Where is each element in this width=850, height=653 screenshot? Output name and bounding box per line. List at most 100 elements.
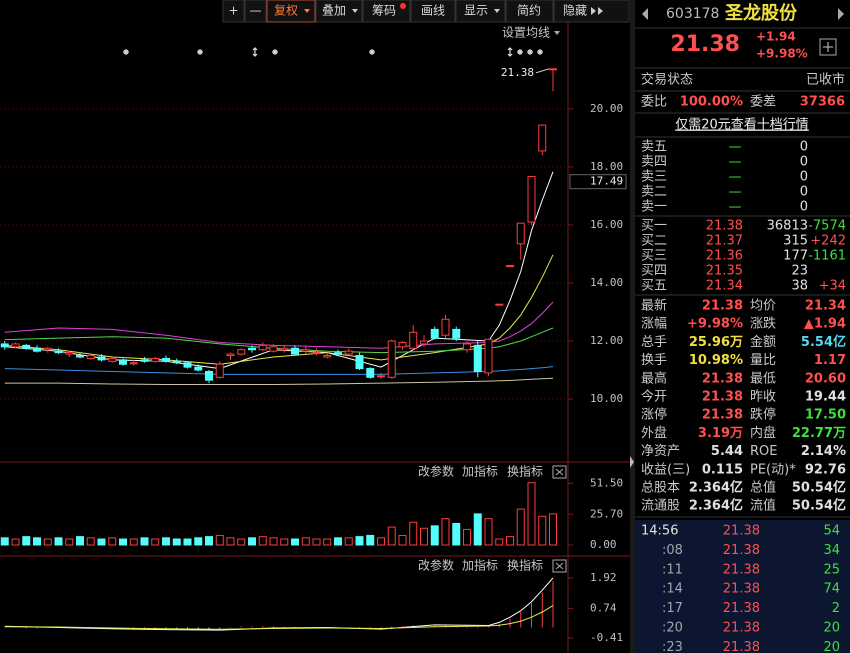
bid-volume: 23 [791, 264, 808, 279]
candle-body [334, 352, 342, 355]
event-marker[interactable] [123, 49, 129, 55]
volume-bar [430, 525, 439, 546]
event-marker[interactable] [369, 49, 375, 55]
stat-label: 净资产 [641, 444, 680, 459]
candle-body [129, 362, 138, 365]
moving-average-line [4, 254, 554, 365]
panel-button[interactable]: 改参数 [418, 464, 454, 479]
stock-code: 603178 [666, 6, 719, 22]
toolbar-button[interactable] [410, 0, 456, 23]
ask-label: 卖五 [641, 140, 667, 155]
toolbar-button[interactable] [266, 0, 316, 23]
stat-label: 总手 [641, 335, 667, 350]
button-label: 筹码 [372, 4, 396, 18]
volume-bar [452, 522, 461, 546]
volume-bar [516, 508, 525, 546]
event-marker[interactable] [537, 49, 543, 55]
stat-value: 20.60 [805, 371, 846, 386]
ma-setting[interactable]: 设置均线 [502, 26, 550, 40]
event-marker[interactable] [252, 47, 258, 57]
dropdown-icon [304, 9, 310, 13]
volume-bar [291, 538, 299, 546]
stat-value: 21.38 [702, 408, 743, 423]
candle-body [527, 175, 536, 223]
candle-body [516, 222, 525, 245]
panel-button[interactable]: 换指标 [507, 464, 543, 479]
panel-button[interactable]: 加指标 [462, 558, 498, 573]
splitter[interactable] [630, 0, 635, 653]
add-watchlist[interactable] [819, 38, 837, 56]
panel-button[interactable]: 加指标 [462, 464, 498, 479]
y-tick-label: 1.92 [590, 571, 617, 584]
volume-bar [269, 537, 278, 546]
button-label: 显示 [464, 4, 488, 18]
panel-button[interactable]: 换指标 [507, 558, 543, 573]
volume-bar [527, 482, 536, 546]
button-label: + [228, 4, 238, 18]
stat-label: 流值 [750, 498, 776, 514]
candle-body [387, 340, 396, 378]
price-change-pct: +9.98% [756, 47, 808, 61]
candle-body [506, 265, 514, 268]
candle-body [248, 347, 256, 351]
quote-panel: 603178 圣龙股份 21.38 +1.94 +9.98% 交易状态 已收市 … [635, 2, 850, 653]
stat-value: ▲1.94 [804, 317, 846, 332]
candle-body [86, 355, 95, 359]
tick-list-background [635, 520, 850, 653]
toolbar-button[interactable] [455, 0, 506, 23]
candle-body [323, 355, 332, 358]
event-marker[interactable] [517, 49, 523, 55]
volume-bar [86, 537, 95, 546]
volume-bar [334, 537, 342, 546]
moving-average-line [4, 377, 554, 385]
volume-bar [538, 515, 547, 546]
stat-value: 0.115 [702, 462, 743, 477]
event-marker[interactable] [507, 47, 513, 57]
dropdown-icon [494, 9, 500, 13]
candle-body [377, 375, 385, 378]
stat-label: 量比 [750, 353, 776, 368]
last-price: 21.38 [670, 32, 740, 57]
stat-label: PE(动)* [750, 462, 796, 477]
event-marker[interactable] [527, 49, 533, 55]
tick-volume: 2 [832, 601, 840, 616]
y-tick-label: -0.41 [590, 631, 623, 644]
volume-bar [301, 537, 310, 546]
toolbar-button[interactable] [222, 0, 245, 23]
candle-body [22, 344, 31, 349]
bid-label: 买一 [641, 219, 667, 234]
close-button[interactable] [552, 465, 567, 479]
moving-average-line [4, 171, 554, 370]
bid-label: 买二 [641, 234, 667, 249]
close-icon [555, 562, 564, 570]
volume-bar [463, 528, 471, 546]
toolbar-button[interactable] [244, 0, 267, 23]
button-label: 简约 [517, 3, 541, 18]
close-button[interactable] [552, 559, 567, 573]
bid-volume: 38 [791, 279, 808, 294]
event-marker[interactable] [197, 49, 203, 55]
next-stock[interactable] [838, 8, 844, 20]
toolbar-button[interactable] [362, 0, 411, 23]
toolbar-button[interactable] [505, 0, 554, 23]
stat-label: 流通股 [641, 499, 680, 514]
volume-bar [140, 537, 149, 546]
ratio-label: 委比 [641, 95, 667, 110]
ask-volume: 0 [800, 200, 808, 215]
tick-price: 21.38 [723, 524, 760, 539]
volume-bar [97, 538, 106, 546]
stat-label: 涨停 [641, 407, 667, 423]
tick-time: :17 [662, 601, 683, 616]
stat-value: 19.44 [805, 390, 846, 405]
candle-body [280, 347, 289, 351]
event-markers [123, 47, 543, 57]
toolbar-button[interactable] [315, 0, 363, 23]
panel-button[interactable]: 改参数 [418, 558, 454, 573]
prev-stock[interactable] [642, 8, 648, 20]
stat-value: 17.50 [805, 408, 846, 423]
event-marker[interactable] [272, 49, 278, 55]
promo-link[interactable]: 仅需20元查看十档行情 [675, 117, 809, 133]
moving-average-line [4, 366, 554, 375]
y-tick-label: 16.00 [590, 218, 623, 231]
